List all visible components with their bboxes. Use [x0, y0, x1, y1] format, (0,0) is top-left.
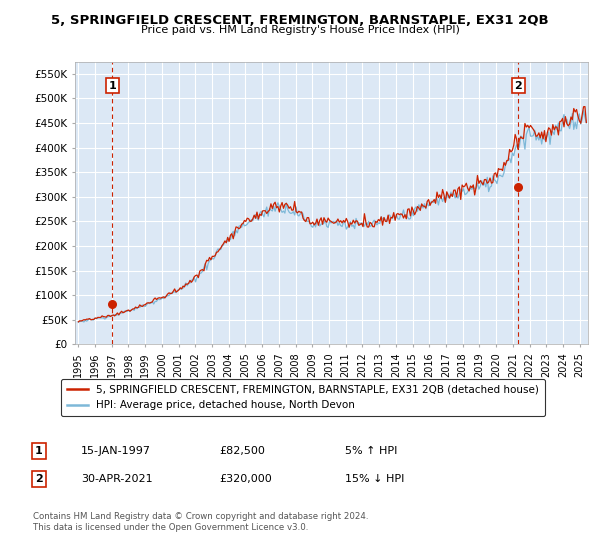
Text: 15% ↓ HPI: 15% ↓ HPI: [345, 474, 404, 484]
Text: Price paid vs. HM Land Registry's House Price Index (HPI): Price paid vs. HM Land Registry's House …: [140, 25, 460, 35]
Legend: 5, SPRINGFIELD CRESCENT, FREMINGTON, BARNSTAPLE, EX31 2QB (detached house), HPI:: 5, SPRINGFIELD CRESCENT, FREMINGTON, BAR…: [61, 379, 545, 417]
Text: 15-JAN-1997: 15-JAN-1997: [81, 446, 151, 456]
Text: 5, SPRINGFIELD CRESCENT, FREMINGTON, BARNSTAPLE, EX31 2QB: 5, SPRINGFIELD CRESCENT, FREMINGTON, BAR…: [51, 14, 549, 27]
Text: 5% ↑ HPI: 5% ↑ HPI: [345, 446, 397, 456]
Text: 2: 2: [35, 474, 43, 484]
Text: £82,500: £82,500: [219, 446, 265, 456]
Text: 1: 1: [109, 81, 116, 91]
Point: [107, 300, 117, 309]
Text: Contains HM Land Registry data © Crown copyright and database right 2024.
This d: Contains HM Land Registry data © Crown c…: [33, 512, 368, 532]
Point: [514, 183, 523, 192]
Text: £320,000: £320,000: [219, 474, 272, 484]
Text: 30-APR-2021: 30-APR-2021: [81, 474, 152, 484]
Text: 2: 2: [514, 81, 522, 91]
Text: 1: 1: [35, 446, 43, 456]
